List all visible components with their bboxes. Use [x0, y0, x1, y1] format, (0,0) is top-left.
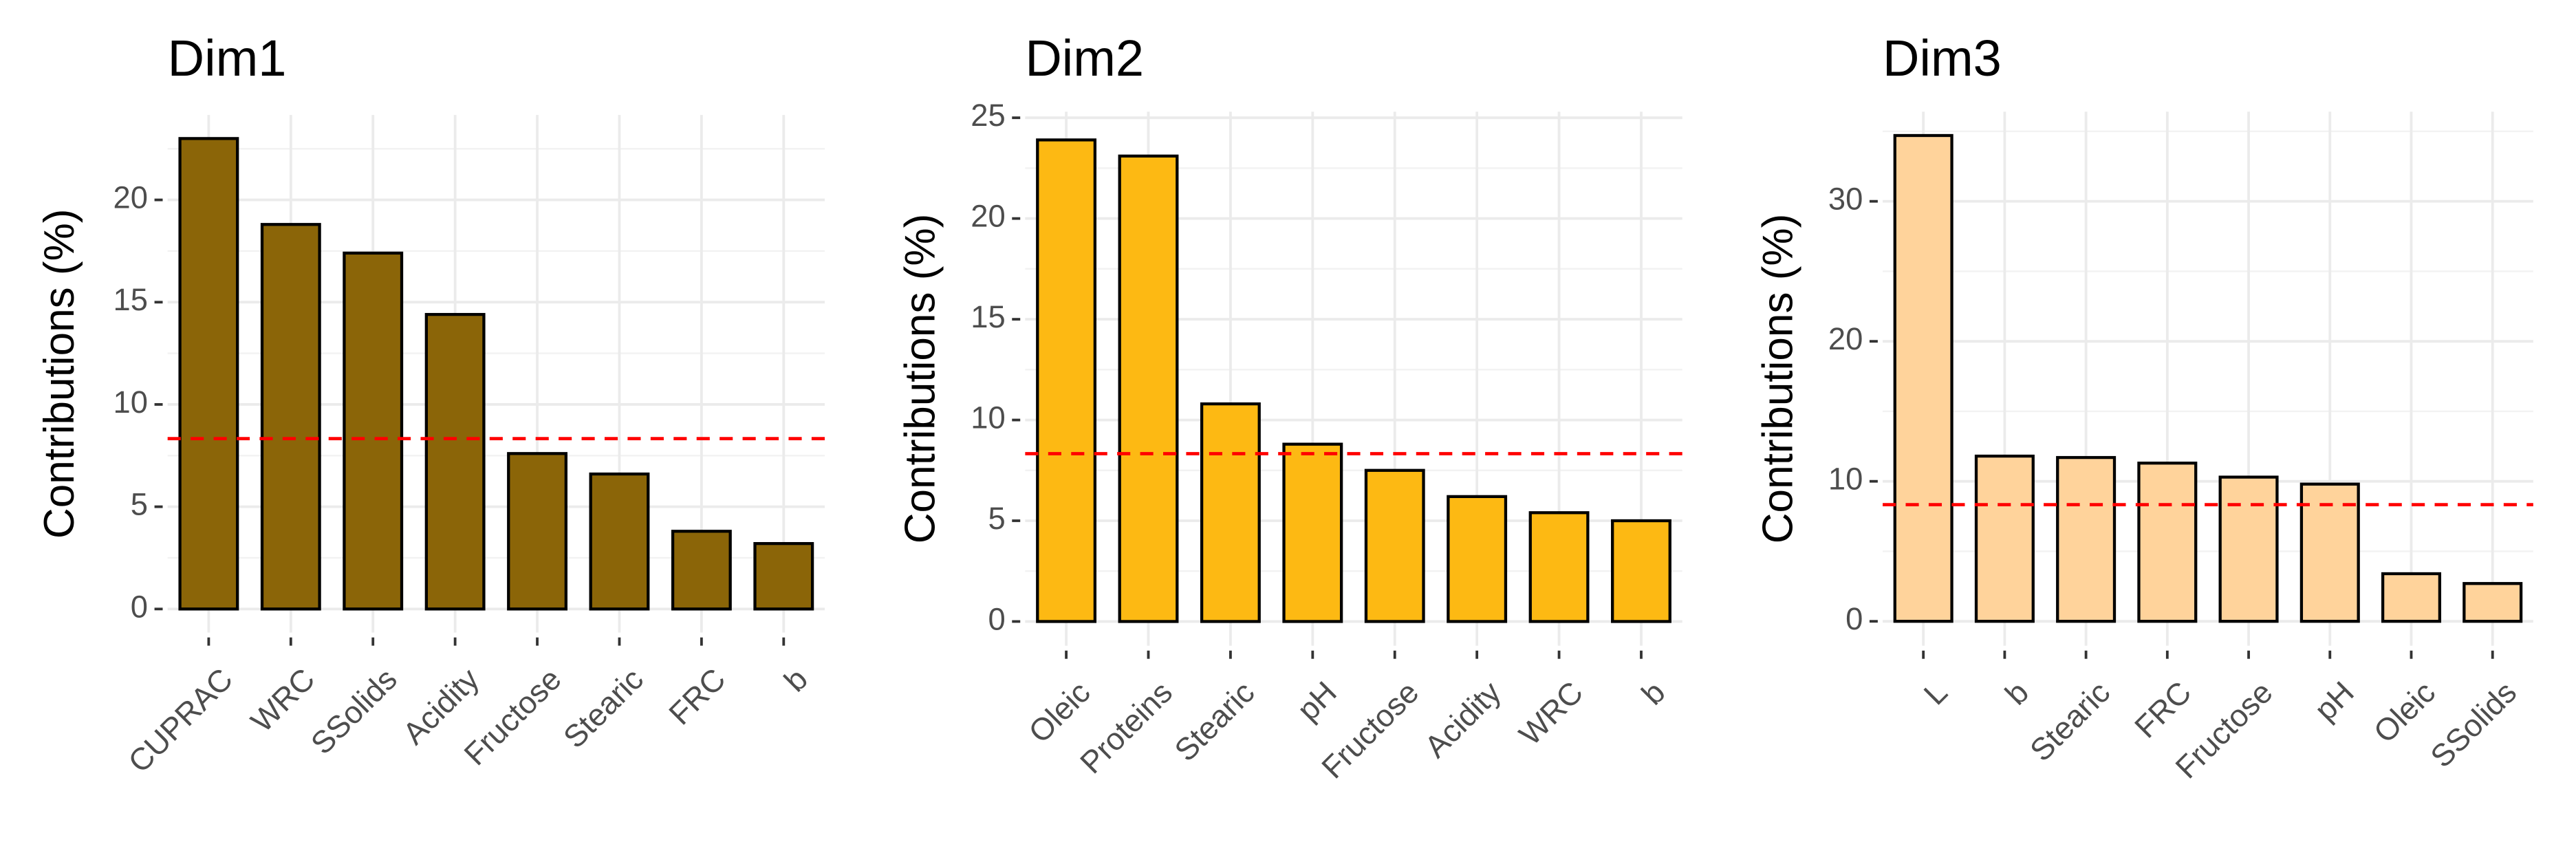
x-tick-label: FRC	[662, 661, 732, 731]
bar	[507, 452, 567, 611]
y-tick-label: 0	[988, 601, 1005, 636]
bar	[671, 530, 732, 611]
y-tick-label: 25	[971, 98, 1005, 133]
x-tick-label: L	[1917, 675, 1954, 712]
x-tick-label: FRC	[2128, 675, 2198, 745]
bar	[1036, 138, 1097, 623]
bar	[1447, 495, 1508, 623]
chart-title: Dim1	[168, 30, 287, 87]
bar	[2137, 462, 2198, 623]
bar	[2056, 455, 2117, 623]
bar	[2218, 475, 2279, 623]
bar	[1528, 511, 1590, 623]
x-tick-label: b	[777, 661, 814, 698]
bar	[343, 251, 404, 611]
y-tick-label: 10	[971, 400, 1005, 435]
y-tick-label: 5	[988, 501, 1005, 536]
x-tick-label: CUPRAC	[121, 661, 239, 779]
x-tick-label: b	[1635, 675, 1672, 712]
x-tick-label: SSolids	[2423, 675, 2523, 775]
x-tick-label: pH	[1290, 675, 1343, 728]
x-tick-label: WRC	[1512, 675, 1590, 753]
y-tick-label: 0	[1846, 601, 1863, 636]
bar	[753, 541, 814, 611]
bar	[2463, 582, 2523, 623]
x-tick-label: Oleic	[2367, 675, 2442, 750]
chart-panel: Dim2 Contributions (%) 0 5 10 15 20 25 OleicProt…	[897, 30, 1682, 785]
x-tick-label: SSolids	[304, 661, 404, 761]
y-tick-label: 20	[971, 199, 1005, 234]
bar	[1974, 454, 2035, 623]
y-tick-label: 5	[131, 487, 148, 522]
x-tick-label: Stearic	[2023, 675, 2117, 768]
bar	[2381, 572, 2442, 623]
x-tick-label: b	[1998, 675, 2035, 712]
bar	[2299, 482, 2360, 623]
x-tick-label: pH	[2308, 675, 2361, 728]
bar	[260, 223, 321, 611]
bar	[1118, 154, 1179, 623]
x-tick-label: Proteins	[1073, 675, 1179, 781]
bar	[1893, 133, 1953, 623]
chart-title: Dim2	[1025, 30, 1144, 87]
bar	[424, 312, 486, 611]
x-tick-label: Oleic	[1022, 675, 1097, 750]
x-tick-label: WRC	[244, 661, 322, 739]
chart-panel: Dim1 Contributions (%) 0 5 10 15 20 CUPRAC WRCSS…	[36, 30, 825, 779]
y-tick-label: 0	[131, 589, 148, 624]
chart-title: Dim3	[1883, 30, 2002, 87]
y-axis-label: Contributions (%)	[36, 209, 83, 539]
y-tick-label: 10	[113, 385, 148, 420]
y-axis-label: Contributions (%)	[1754, 214, 1801, 544]
bar	[1282, 442, 1343, 623]
x-tick-label: Stearic	[556, 661, 650, 755]
x-tick-label: Acidity	[1418, 674, 1508, 764]
bar	[1611, 519, 1671, 623]
bar	[589, 472, 650, 611]
y-tick-label: 10	[1828, 462, 1863, 497]
y-tick-label: 20	[113, 180, 148, 215]
y-axis-label: Contributions (%)	[897, 214, 944, 544]
y-tick-label: 15	[113, 282, 148, 317]
bar	[1364, 468, 1425, 623]
y-tick-label: 30	[1828, 182, 1863, 217]
y-tick-label: 20	[1828, 321, 1863, 356]
x-tick-label: Stearic	[1168, 675, 1262, 768]
y-tick-label: 15	[971, 299, 1005, 334]
bar	[1200, 402, 1261, 623]
bar	[178, 137, 239, 611]
